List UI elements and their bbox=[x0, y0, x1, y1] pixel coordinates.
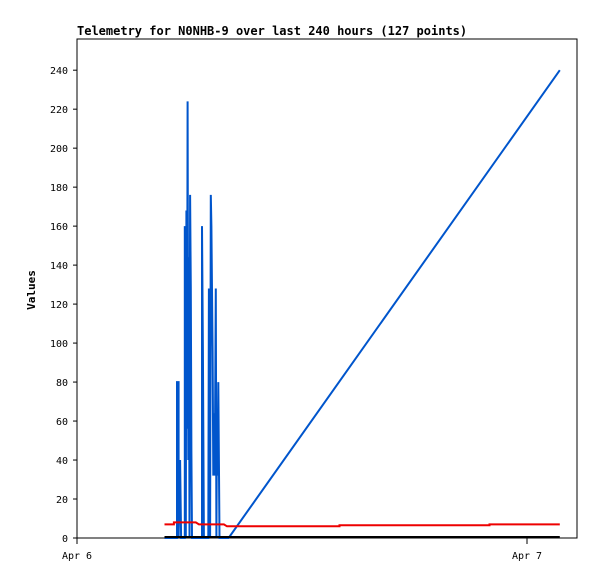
y-tick-label: 180 bbox=[50, 183, 68, 194]
y-tick-label: 100 bbox=[50, 339, 68, 350]
x-tick-label: Apr 6 bbox=[62, 551, 92, 562]
y-tick-label: 20 bbox=[56, 495, 68, 506]
y-tick-label: 240 bbox=[50, 66, 68, 77]
series-line-1 bbox=[164, 69, 561, 539]
chart-title: Telemetry for N0NHB-9 over last 240 hour… bbox=[77, 24, 467, 38]
series-line-2 bbox=[164, 521, 560, 528]
y-tick-label: 220 bbox=[50, 105, 68, 116]
y-tick-label: 80 bbox=[56, 378, 68, 389]
y-tick-label: 140 bbox=[50, 261, 68, 272]
y-tick-label: 160 bbox=[50, 222, 68, 233]
series-group bbox=[164, 69, 561, 539]
y-tick-label: 60 bbox=[56, 417, 68, 428]
y-tick-label: 40 bbox=[56, 456, 68, 467]
x-axis: Apr 6 Apr 7 bbox=[62, 538, 542, 562]
y-tick-label: 120 bbox=[50, 300, 68, 311]
y-tick-label: 200 bbox=[50, 144, 68, 155]
y-axis-label: Values bbox=[25, 270, 38, 310]
y-tick-label: 0 bbox=[62, 534, 68, 545]
plot-frame bbox=[76, 38, 578, 539]
y-axis: 0 20 40 60 80 100 120 140 160 180 200 220 240 bbox=[50, 66, 77, 545]
x-tick-label: Apr 7 bbox=[512, 551, 542, 562]
